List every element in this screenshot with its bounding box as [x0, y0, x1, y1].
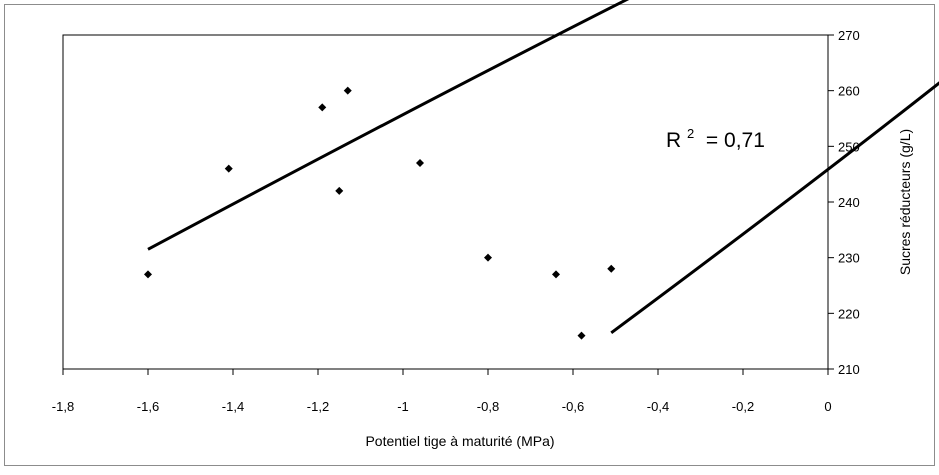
y-tick-label: 230: [838, 251, 860, 266]
plot-area: [62, 34, 829, 370]
data-point: [484, 253, 492, 262]
data-point: [224, 164, 233, 173]
y-tick-label: 240: [838, 195, 860, 210]
y-axis-label: Sucres réducteurs (g/L): [897, 129, 913, 275]
y-tick-label: 270: [838, 28, 860, 43]
data-point: [552, 270, 560, 279]
x-tick-label: -0,2: [732, 399, 754, 414]
y-tick-label: 260: [838, 84, 860, 99]
x-axis-label: Potentiel tige à maturité (MPa): [365, 433, 554, 449]
x-axis-ticks: -1,8 -1,6 -1,4 -1,2 -1 -0,8 -0,6 -0,4 -0,2 0: [52, 369, 832, 414]
x-tick-label: -0,6: [562, 399, 584, 414]
x-tick-label: -0,8: [477, 399, 499, 414]
x-tick-label: -1: [397, 399, 409, 414]
y-tick-label: 220: [838, 306, 860, 321]
data-point: [335, 186, 344, 195]
x-tick-label: -1,6: [137, 399, 159, 414]
data-point: [318, 103, 327, 112]
data-points: [144, 86, 616, 340]
data-point: [144, 270, 152, 279]
data-point: [343, 86, 352, 95]
r-squared-annotation: R 2 = 0,71: [666, 120, 765, 152]
x-tick-label: -1,8: [52, 399, 74, 414]
data-point: [607, 264, 616, 273]
data-point: [577, 331, 586, 340]
x-tick-label: -0,4: [647, 399, 669, 414]
x-tick-label: -1,2: [307, 399, 329, 414]
x-tick-label: 0: [824, 399, 831, 414]
data-point: [416, 159, 424, 168]
x-tick-label: -1,4: [222, 399, 244, 414]
y-tick-label: 210: [838, 362, 860, 377]
